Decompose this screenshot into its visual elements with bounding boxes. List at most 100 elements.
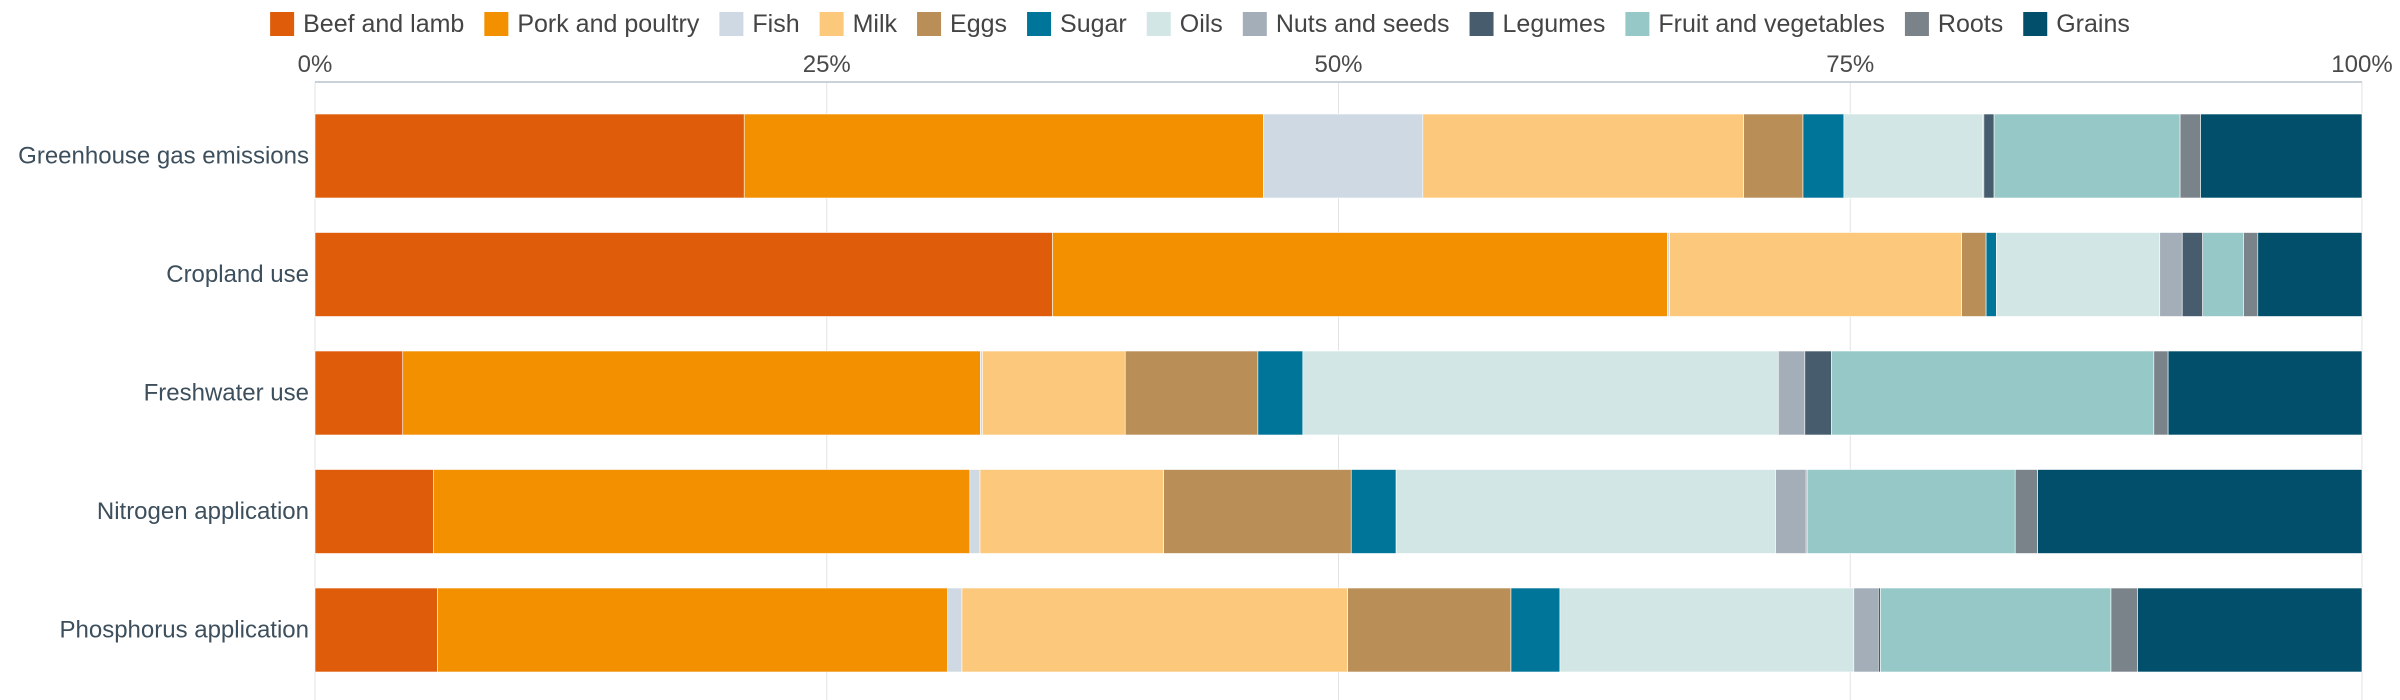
bar-segment-nuts-and-seeds — [2159, 232, 2183, 317]
bar-segment-fruit-and-vegetables — [1831, 350, 2155, 436]
legend-label: Sugar — [1060, 10, 1127, 38]
legend-label: Fruit and vegetables — [1658, 10, 1885, 38]
legend-label: Oils — [1180, 10, 1223, 38]
bar-segment-roots — [2014, 469, 2038, 554]
bar-segment-roots — [2153, 350, 2169, 436]
bar-segment-oils — [1302, 350, 1779, 436]
legend-label: Eggs — [950, 10, 1007, 38]
bar-segment-oils — [1843, 113, 1984, 199]
legend-label: Legumes — [1503, 10, 1606, 38]
legend: Beef and lamb Pork and poultry Fish Milk Egg… — [270, 10, 2130, 38]
bar-row-nitrogen-application — [314, 469, 2363, 554]
bar-segment-legumes — [2181, 232, 2203, 317]
bars — [314, 113, 2363, 673]
bar-segment-nuts-and-seeds — [1778, 350, 1806, 436]
legend-swatch — [2023, 12, 2048, 36]
bar-segment-grains — [2037, 469, 2363, 554]
bar-segment-nuts-and-seeds — [1775, 469, 1807, 554]
category-label: Freshwater use — [144, 380, 309, 407]
x-tick-label: 100% — [2331, 51, 2392, 78]
bar-segment-milk — [982, 350, 1126, 436]
bar-segment-sugar — [1510, 587, 1561, 673]
x-axis-ticks: 0% 25% 50% 75% 100% — [298, 51, 2393, 78]
bar-segment-eggs — [1124, 350, 1259, 436]
bar-segment-eggs — [1961, 232, 1987, 317]
bar-segment-milk — [1422, 113, 1745, 199]
bar-segment-grains — [2167, 350, 2363, 436]
legend-swatch — [1146, 12, 1171, 36]
bar-segment-legumes — [1983, 113, 1995, 199]
bar-segment-pork-and-poultry — [1052, 232, 1668, 317]
category-label: Nitrogen application — [97, 498, 309, 525]
category-label: Cropland use — [166, 261, 309, 288]
bar-segment-legumes — [1804, 350, 1832, 436]
bar-segment-pork-and-poultry — [437, 587, 948, 673]
x-tick-label: 75% — [1826, 51, 1874, 78]
category-label: Greenhouse gas emissions — [18, 143, 309, 170]
bar-segment-grains — [2257, 232, 2363, 317]
bar-segment-milk — [979, 469, 1164, 554]
bar-segment-nuts-and-seeds — [1853, 587, 1879, 673]
bar-segment-beef-and-lamb — [314, 469, 434, 554]
legend-item-milk: Milk — [819, 10, 898, 38]
x-axis: 0% 25% 50% 75% 100% — [298, 51, 2393, 83]
legend-swatch — [917, 12, 942, 36]
bar-segment-grains — [2137, 587, 2363, 673]
legend-swatch — [484, 12, 509, 36]
bar-segment-milk — [1669, 232, 1962, 317]
legend-item-oils: Oils — [1146, 10, 1223, 38]
bar-segment-pork-and-poultry — [402, 350, 981, 436]
bar-segment-beef-and-lamb — [314, 587, 438, 673]
legend-item-beef-and-lamb: Beef and lamb — [270, 10, 464, 38]
legend-label: Fish — [752, 10, 799, 38]
bar-segment-milk — [961, 587, 1348, 673]
bar-segment-fruit-and-vegetables — [2202, 232, 2244, 317]
bar-segment-roots — [2243, 232, 2259, 317]
bar-segment-beef-and-lamb — [314, 113, 745, 199]
bar-segment-fish — [1667, 232, 1670, 317]
bar-segment-fish — [947, 587, 963, 673]
bar-segment-oils — [1996, 232, 2161, 317]
x-tick-label: 0% — [298, 51, 333, 78]
bar-segment-sugar — [1985, 232, 1997, 317]
legend-item-roots: Roots — [1904, 10, 2003, 38]
legend-item-pork-and-poultry: Pork and poultry — [484, 10, 700, 38]
legend-swatch — [1027, 12, 1052, 36]
bar-segment-eggs — [1743, 113, 1804, 199]
bar-segment-fish — [980, 350, 983, 436]
bar-row-cropland-use — [314, 232, 2363, 317]
bar-row-freshwater-use — [314, 350, 2363, 436]
bar-segment-roots — [2110, 587, 2138, 673]
bar-segment-fish — [969, 469, 981, 554]
bar-segment-beef-and-lamb — [314, 350, 404, 436]
legend-swatch — [1469, 12, 1494, 36]
bar-segment-pork-and-poultry — [433, 469, 971, 554]
bar-segment-beef-and-lamb — [314, 232, 1053, 317]
x-tick-label: 25% — [803, 51, 851, 78]
legend-label: Pork and poultry — [517, 10, 700, 38]
bar-row-greenhouse-gas-emissions — [314, 113, 2363, 199]
legend-item-sugar: Sugar — [1027, 10, 1127, 38]
bar-segment-fish — [1263, 113, 1424, 199]
bar-segment-legumes — [1878, 587, 1881, 673]
legend-label: Roots — [1938, 10, 2003, 38]
category-labels: Greenhouse gas emissions Cropland use Fres… — [18, 143, 309, 644]
bar-segment-eggs — [1347, 587, 1512, 673]
bar-segment-fruit-and-vegetables — [1880, 587, 2112, 673]
legend-item-grains: Grains — [2023, 10, 2130, 38]
bar-segment-pork-and-poultry — [743, 113, 1264, 199]
x-tick-label: 50% — [1314, 51, 1362, 78]
category-label: Phosphorus application — [59, 617, 309, 644]
legend-swatch — [1242, 12, 1267, 36]
bar-segment-sugar — [1257, 350, 1304, 436]
legend-swatch — [1625, 12, 1650, 36]
legend-swatch — [819, 12, 844, 36]
bar-segment-oils — [1395, 469, 1776, 554]
legend-item-fish: Fish — [719, 10, 800, 38]
bar-row-phosphorus-application — [314, 587, 2363, 673]
bar-segment-sugar — [1350, 469, 1397, 554]
bar-segment-sugar — [1802, 113, 1845, 199]
bar-segment-fruit-and-vegetables — [1993, 113, 2181, 199]
bar-segment-fruit-and-vegetables — [1806, 469, 2016, 554]
legend-swatch — [270, 12, 295, 36]
